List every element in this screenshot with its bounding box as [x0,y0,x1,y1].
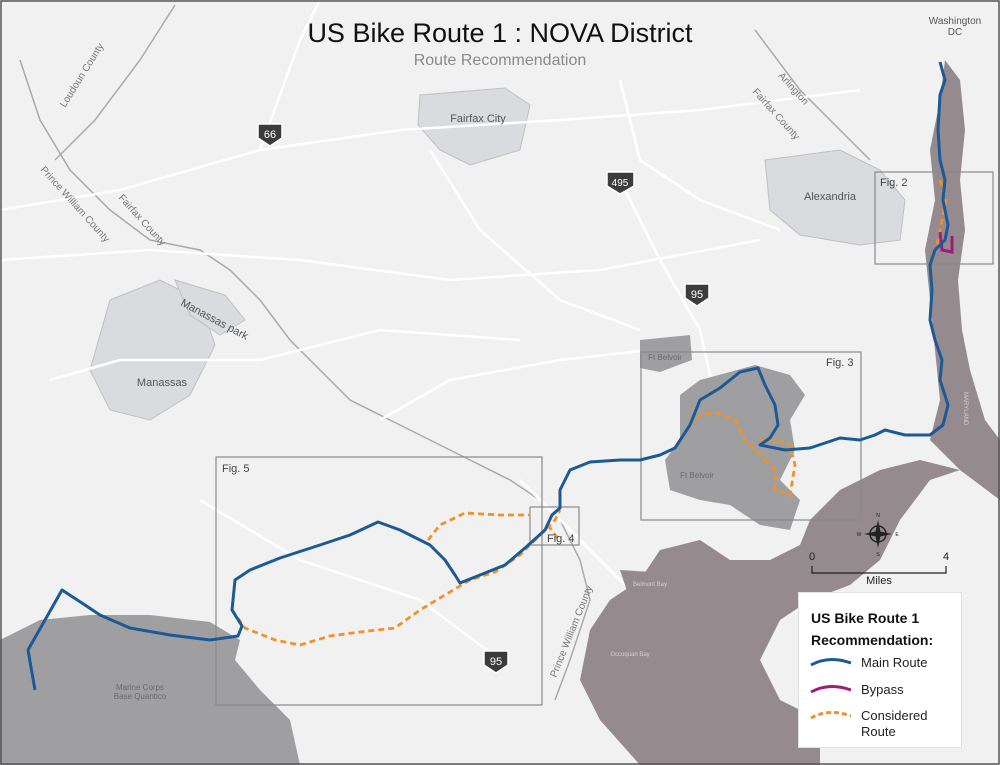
alexandria-area [764,149,906,246]
scale-unit-label: Miles [866,575,892,587]
considered-route-swatch-icon [810,711,852,720]
interstate-66-shield: 66 [257,123,283,147]
legend-title: US Bike Route 1 Recommendation: [811,607,933,651]
bypass-route [938,231,954,254]
figure-frame-3 [640,351,862,521]
manassas-area [89,279,216,421]
ft-belvoir-area [665,365,805,530]
legend-label-main-route: Main Route [861,655,928,670]
legend-item-bypass: Bypass [809,682,959,712]
compass-e-label: E [895,532,899,538]
interstate-95-south-shield: 95 [483,650,509,674]
scale-start-label: 0 [809,551,815,563]
label-ft-belvoir-north: Ft Belvoir [648,353,682,362]
label-belmont-bay: Belmont Bay [633,582,667,588]
county-line-fairfax-pw [19,59,541,501]
legend-label-considered-route: Considered Route [861,708,928,739]
figure-frame-5 [215,456,543,706]
compass-n-label: N [876,513,880,519]
legend-panel: US Bike Route 1 Recommendation: Main Rou… [798,592,962,748]
label-fairfax-city: Fairfax City [450,113,506,125]
compass-rose-icon: N S E W [857,513,900,558]
label-fig-5: Fig. 5 [222,463,250,475]
county-line-loudoun [54,4,176,161]
scale-bar: 0 4 Miles [809,551,949,587]
shield-495-label: 495 [612,178,629,189]
figure-frame-2 [874,171,994,265]
label-maryland: MARYLAND [962,392,968,426]
legend-title-line-1: US Bike Route 1 [811,610,920,626]
label-fig-2: Fig. 2 [880,177,908,189]
legend-item-main-route: Main Route [809,655,959,685]
compass-s-label: S [876,552,880,558]
legend-label-bypass: Bypass [861,682,904,697]
ft-belvoir-north-area [640,335,692,372]
label-alexandria: Alexandria [804,191,857,203]
label-marine-base: Marine Corps Base Quantico [114,683,167,701]
label-washington: Washington DC [929,16,981,38]
compass-w-label: W [857,532,862,538]
label-fig-3: Fig. 3 [826,357,854,369]
interstate-495-shield: 495 [606,171,635,195]
shield-95-north-label: 95 [691,289,703,301]
belmont-bay-water [620,570,780,620]
label-occoquan-bay: Occoquan Bay [610,652,649,658]
main-route [26,61,950,691]
quantico-base-area [0,615,300,765]
map-subtitle: Route Recommendation [413,52,587,69]
county-line-pw-south [554,519,591,701]
interstate-95-north-shield: 95 [684,283,710,307]
label-manassas: Manassas [137,377,188,389]
main-route-swatch-icon [810,658,852,667]
label-ft-belvoir: Ft Belvoir [680,471,714,480]
figure-frame-4 [529,506,580,546]
occoquan-bay-water [600,620,720,705]
legend-title-line-2: Recommendation: [811,632,934,648]
shield-66-label: 66 [264,129,276,141]
legend-item-considered-route: Considered Route [809,708,959,739]
bypass-swatch-icon [810,685,852,694]
scale-end-label: 4 [943,551,949,563]
map-title: US Bike Route 1 : NOVA District [307,18,693,48]
label-fig-4: Fig. 4 [547,533,575,545]
county-line-arlington [754,29,871,161]
shield-95-south-label: 95 [490,656,502,668]
manassas-park-area [174,279,246,336]
